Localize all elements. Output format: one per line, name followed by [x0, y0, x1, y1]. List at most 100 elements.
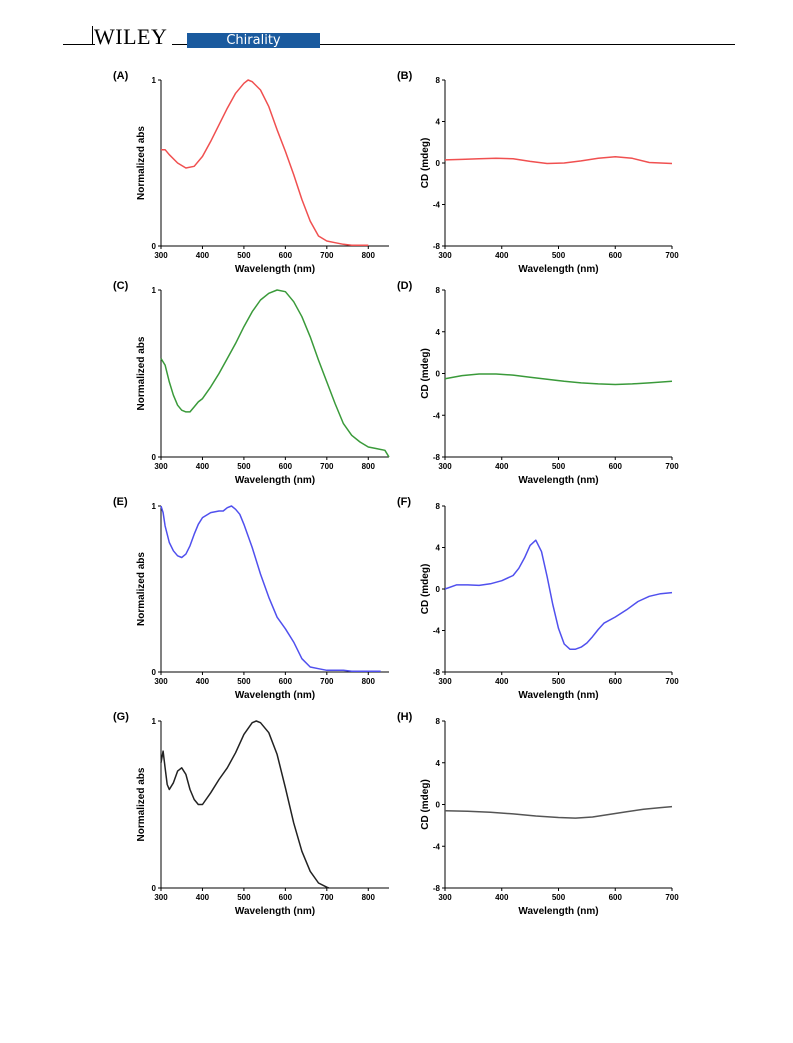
x-tick-label: 600	[279, 677, 293, 686]
y-tick-label: -8	[433, 453, 441, 462]
x-tick-label: 400	[196, 251, 210, 260]
x-tick-label: 700	[665, 677, 679, 686]
x-tick-label: 300	[154, 677, 168, 686]
x-tick-label: 700	[320, 677, 334, 686]
y-tick-label: 0	[436, 370, 441, 379]
x-tick-label: 500	[552, 462, 566, 471]
x-axis-label: Wavelength (nm)	[235, 264, 315, 275]
y-tick-label: 0	[152, 668, 157, 677]
panel-label: (B)	[397, 70, 413, 82]
x-axis-label: Wavelength (nm)	[235, 475, 315, 486]
y-tick-label: 0	[436, 159, 441, 168]
y-tick-label: 1	[152, 286, 157, 295]
y-tick-label: 4	[436, 328, 441, 337]
x-tick-label: 600	[279, 251, 293, 260]
x-tick-label: 500	[552, 251, 566, 260]
x-tick-label: 500	[552, 893, 566, 902]
series-line	[444, 373, 673, 386]
series-line	[444, 156, 673, 165]
x-tick-label: 400	[495, 893, 509, 902]
x-axis-label: Wavelength (nm)	[235, 690, 315, 701]
x-tick-label: 600	[609, 462, 623, 471]
chart-panel: (E) 300 400 500 600 700 800 0 1 Wavelength (nm) No…	[113, 496, 389, 701]
y-tick-label: -4	[433, 627, 441, 636]
chart-panel: (D) 300 400 500 600 700 -8 -4 0 4 8 Wavelength (nm)…	[397, 280, 679, 486]
y-axis-label: CD (mdeg)	[420, 779, 431, 830]
y-axis-label: CD (mdeg)	[420, 348, 431, 399]
x-tick-label: 600	[279, 462, 293, 471]
y-tick-label: 0	[436, 801, 441, 810]
x-tick-label: 500	[237, 677, 251, 686]
y-tick-label: -8	[433, 668, 441, 677]
x-tick-label: 800	[362, 677, 376, 686]
y-tick-label: 0	[152, 884, 157, 893]
y-tick-label: 8	[436, 717, 441, 726]
chart-panel: (B) 300 400 500 600 700 -8 -4 0 4 8 Wavelength (nm)…	[397, 70, 679, 275]
x-tick-label: 500	[237, 251, 251, 260]
x-tick-label: 600	[609, 893, 623, 902]
y-tick-label: 4	[436, 759, 441, 768]
x-tick-label: 700	[320, 251, 334, 260]
panel-label: (D)	[397, 280, 413, 292]
publisher-logo: WILEY	[94, 24, 168, 49]
panel-label: (G)	[113, 711, 129, 723]
x-tick-label: 600	[609, 251, 623, 260]
x-tick-label: 400	[196, 677, 210, 686]
panel-label: (A)	[113, 70, 129, 82]
x-tick-label: 300	[438, 677, 452, 686]
x-tick-label: 400	[196, 893, 210, 902]
series-line	[161, 79, 369, 246]
x-axis-label: Wavelength (nm)	[518, 264, 598, 275]
y-tick-label: 8	[436, 76, 441, 85]
series-line	[444, 539, 673, 650]
x-tick-label: 800	[362, 893, 376, 902]
y-tick-label: 1	[152, 76, 157, 85]
chart-panel: (H) 300 400 500 600 700 -8 -4 0 4 8 Wavelength (nm)…	[397, 711, 679, 917]
x-tick-label: 700	[665, 893, 679, 902]
chart-panel: (C) 300 400 500 600 700 800 0 1 Wavelength (nm) No…	[113, 280, 390, 486]
header-rule-left	[63, 44, 95, 46]
y-tick-label: -4	[433, 201, 441, 210]
journal-badge: Chirality	[187, 33, 320, 48]
y-axis-label: Normalized abs	[136, 767, 147, 841]
x-tick-label: 600	[279, 893, 293, 902]
panel-label: (C)	[113, 280, 129, 292]
y-tick-label: 8	[436, 502, 441, 511]
x-tick-label: 500	[237, 893, 251, 902]
y-tick-label: 0	[436, 585, 441, 594]
x-tick-label: 500	[552, 677, 566, 686]
y-tick-label: -4	[433, 842, 441, 851]
panel-label: (F)	[397, 496, 411, 508]
x-axis-label: Wavelength (nm)	[518, 475, 598, 486]
x-tick-label: 300	[438, 251, 452, 260]
x-axis-label: Wavelength (nm)	[235, 906, 315, 917]
chart-panel: (G) 300 400 500 600 700 800 0 1 Wavelength (nm) No…	[113, 711, 389, 917]
series-line	[444, 805, 673, 819]
x-tick-label: 300	[438, 462, 452, 471]
x-tick-label: 400	[495, 677, 509, 686]
x-tick-label: 700	[665, 251, 679, 260]
y-tick-label: 0	[152, 242, 157, 251]
x-tick-label: 700	[665, 462, 679, 471]
y-tick-label: 0	[152, 453, 157, 462]
y-axis-label: Normalized abs	[136, 552, 147, 626]
series-line	[160, 289, 390, 458]
x-tick-label: 300	[438, 893, 452, 902]
y-axis-label: Normalized abs	[136, 336, 147, 410]
y-tick-label: 1	[152, 502, 157, 511]
y-tick-label: 4	[436, 118, 441, 127]
header-rule-mid	[172, 44, 188, 46]
y-tick-label: -8	[433, 884, 441, 893]
x-axis-label: Wavelength (nm)	[518, 906, 598, 917]
x-tick-label: 800	[362, 251, 376, 260]
x-tick-label: 400	[495, 462, 509, 471]
x-axis-label: Wavelength (nm)	[518, 690, 598, 701]
header-rule-right	[320, 44, 735, 46]
x-tick-label: 700	[320, 893, 334, 902]
x-tick-label: 400	[196, 462, 210, 471]
x-tick-label: 300	[154, 251, 168, 260]
x-tick-label: 800	[362, 462, 376, 471]
y-axis-label: CD (mdeg)	[420, 138, 431, 189]
chart-panel: (A) 300 400 500 600 700 800 0 1 Wavelength (nm) No…	[113, 70, 389, 275]
